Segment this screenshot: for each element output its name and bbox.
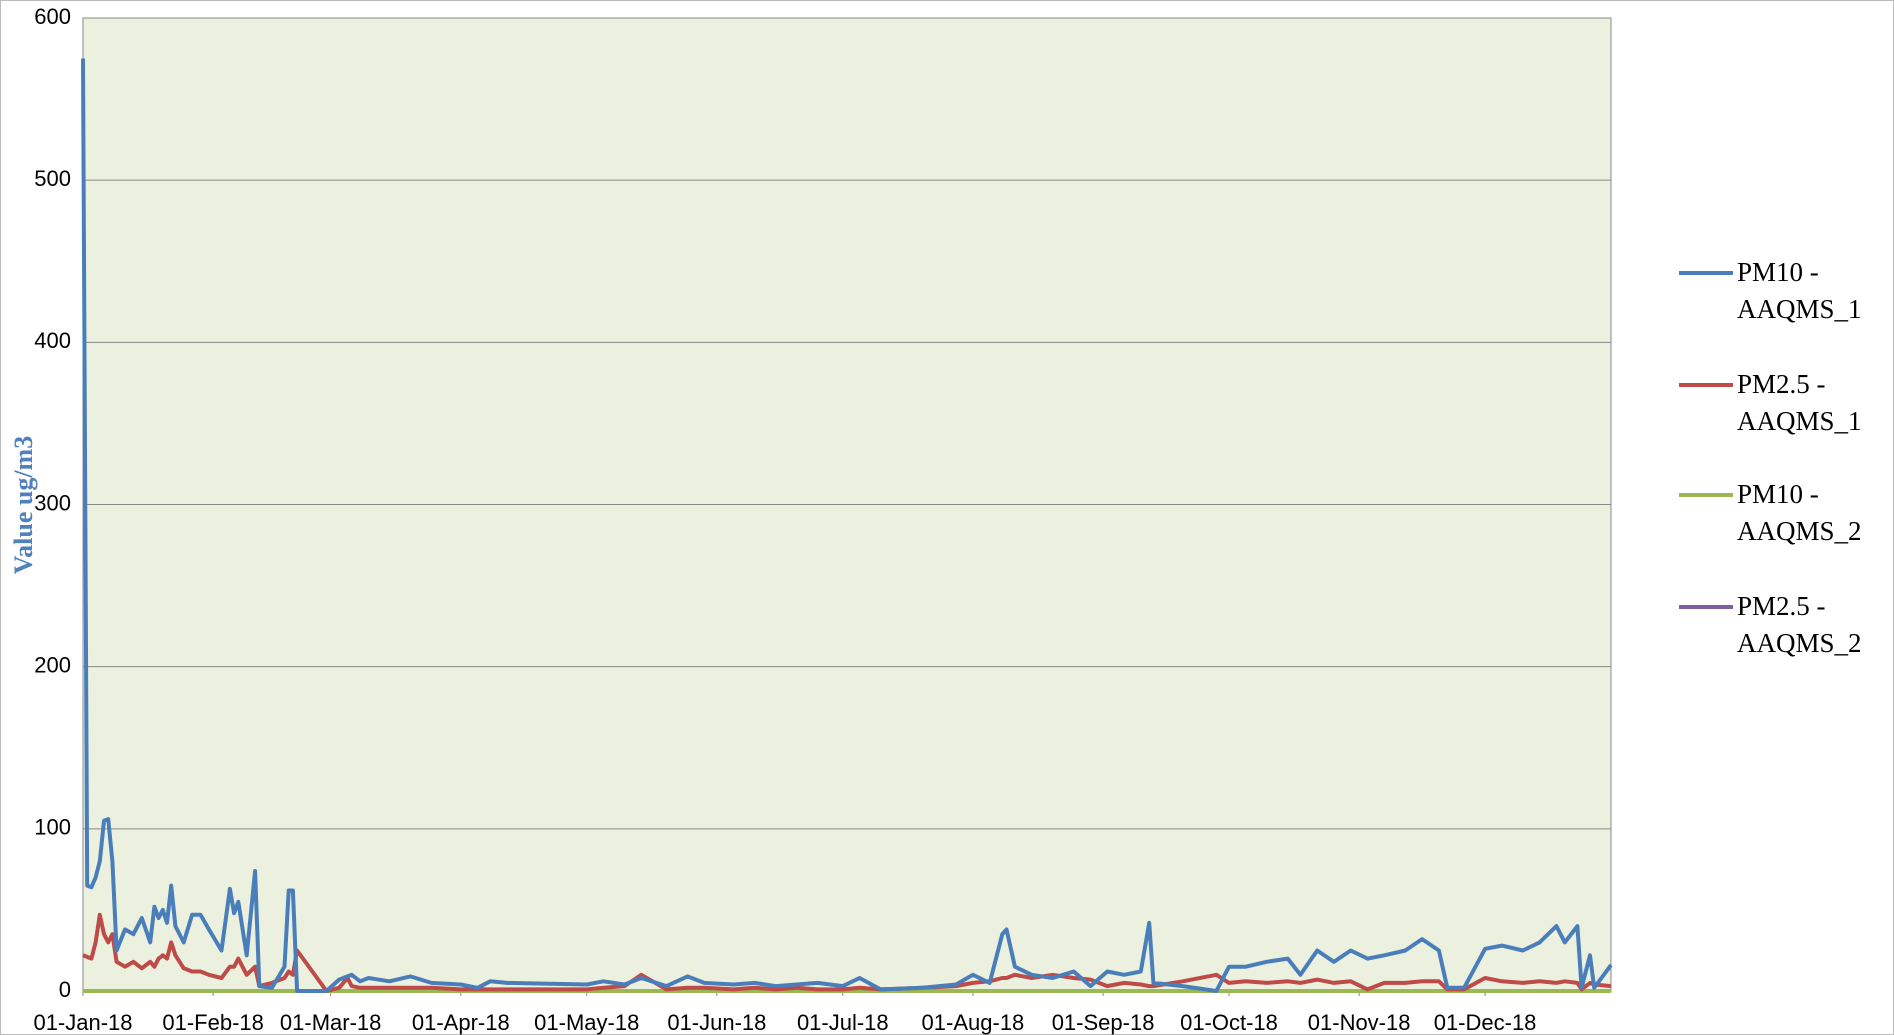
data-line bbox=[81, 58, 1613, 993]
y-tick-label: 300 bbox=[34, 490, 71, 515]
x-tick-label: 01-Jul-18 bbox=[797, 1010, 889, 1035]
x-tick-label: 01-Jan-18 bbox=[33, 1010, 132, 1035]
y-tick-label: 400 bbox=[34, 328, 71, 353]
x-tick-label: 01-Feb-18 bbox=[162, 1010, 264, 1035]
x-tick-label: 01-May-18 bbox=[534, 1010, 639, 1035]
legend-label: PM2.5 - AAQMS_2 bbox=[1737, 591, 1862, 658]
y-tick-label: 100 bbox=[34, 815, 71, 840]
legend-label: PM10 - AAQMS_2 bbox=[1737, 479, 1862, 546]
x-tick-label: 01-Mar-18 bbox=[280, 1010, 381, 1035]
x-tick-label: 01-Dec-18 bbox=[1434, 1010, 1537, 1035]
x-tick-label: 01-Aug-18 bbox=[922, 1010, 1025, 1035]
x-tick-label: 01-Jun-18 bbox=[667, 1010, 766, 1035]
x-tick-label: 01-Oct-18 bbox=[1180, 1010, 1278, 1035]
legend-label: PM2.5 - AAQMS_1 bbox=[1737, 369, 1862, 436]
data-line bbox=[82, 912, 1612, 993]
x-tick-label: 01-Sep-18 bbox=[1052, 1010, 1155, 1035]
x-tick-label: 01-Nov-18 bbox=[1308, 1010, 1411, 1035]
legend-label: PM10 - AAQMS_1 bbox=[1737, 257, 1862, 324]
y-tick-label: 0 bbox=[59, 977, 71, 1002]
x-tick-label: 01-Apr-18 bbox=[412, 1010, 510, 1035]
y-tick-label: 600 bbox=[34, 4, 71, 29]
y-tick-label: 500 bbox=[34, 166, 71, 191]
y-axis-label: Value ug/m3 bbox=[9, 436, 38, 574]
y-tick-label: 200 bbox=[34, 652, 71, 677]
